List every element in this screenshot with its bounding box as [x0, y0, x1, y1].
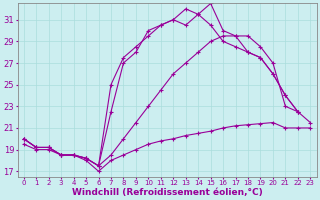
X-axis label: Windchill (Refroidissement éolien,°C): Windchill (Refroidissement éolien,°C)	[72, 188, 262, 197]
